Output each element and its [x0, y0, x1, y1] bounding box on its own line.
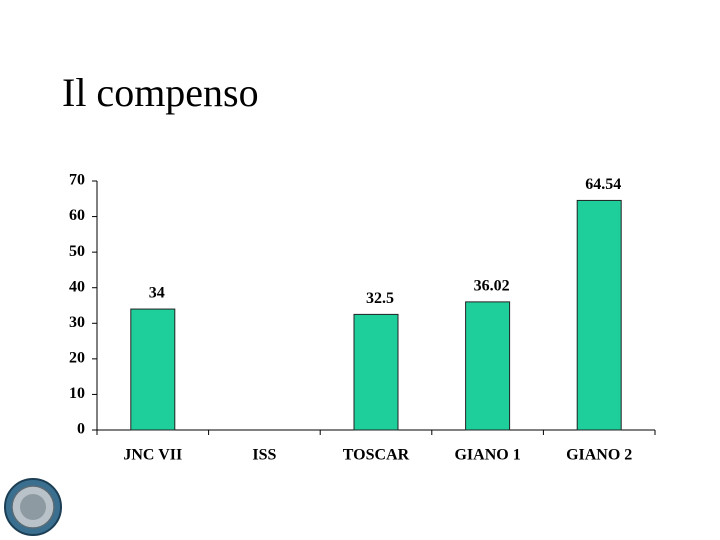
y-tick-label: 50: [69, 243, 85, 260]
x-tick-label: ISS: [252, 447, 276, 464]
bar: [465, 301, 511, 431]
bar: [130, 308, 176, 431]
x-tick-label: GIANO 2: [566, 447, 632, 464]
x-tick-label: GIANO 1: [454, 447, 520, 464]
slide-title: Il compenso: [62, 70, 259, 115]
y-tick-label: 30: [69, 314, 85, 331]
value-label: 64.54: [585, 176, 621, 193]
y-tick-label: 40: [69, 278, 85, 295]
value-label: 34: [149, 285, 165, 302]
x-tick-label: TOSCAR: [343, 447, 410, 464]
bar: [353, 313, 399, 431]
y-tick-label: 20: [69, 350, 85, 367]
y-tick-label: 0: [77, 421, 85, 438]
x-tick-label: JNC VII: [123, 447, 182, 464]
value-label: 36.02: [474, 278, 510, 295]
y-tick-label: 70: [69, 172, 85, 189]
logo: [4, 478, 62, 536]
y-tick-label: 60: [69, 207, 85, 224]
value-label: 32.5: [366, 290, 394, 307]
bar: [576, 199, 622, 431]
y-tick-label: 10: [69, 385, 85, 402]
